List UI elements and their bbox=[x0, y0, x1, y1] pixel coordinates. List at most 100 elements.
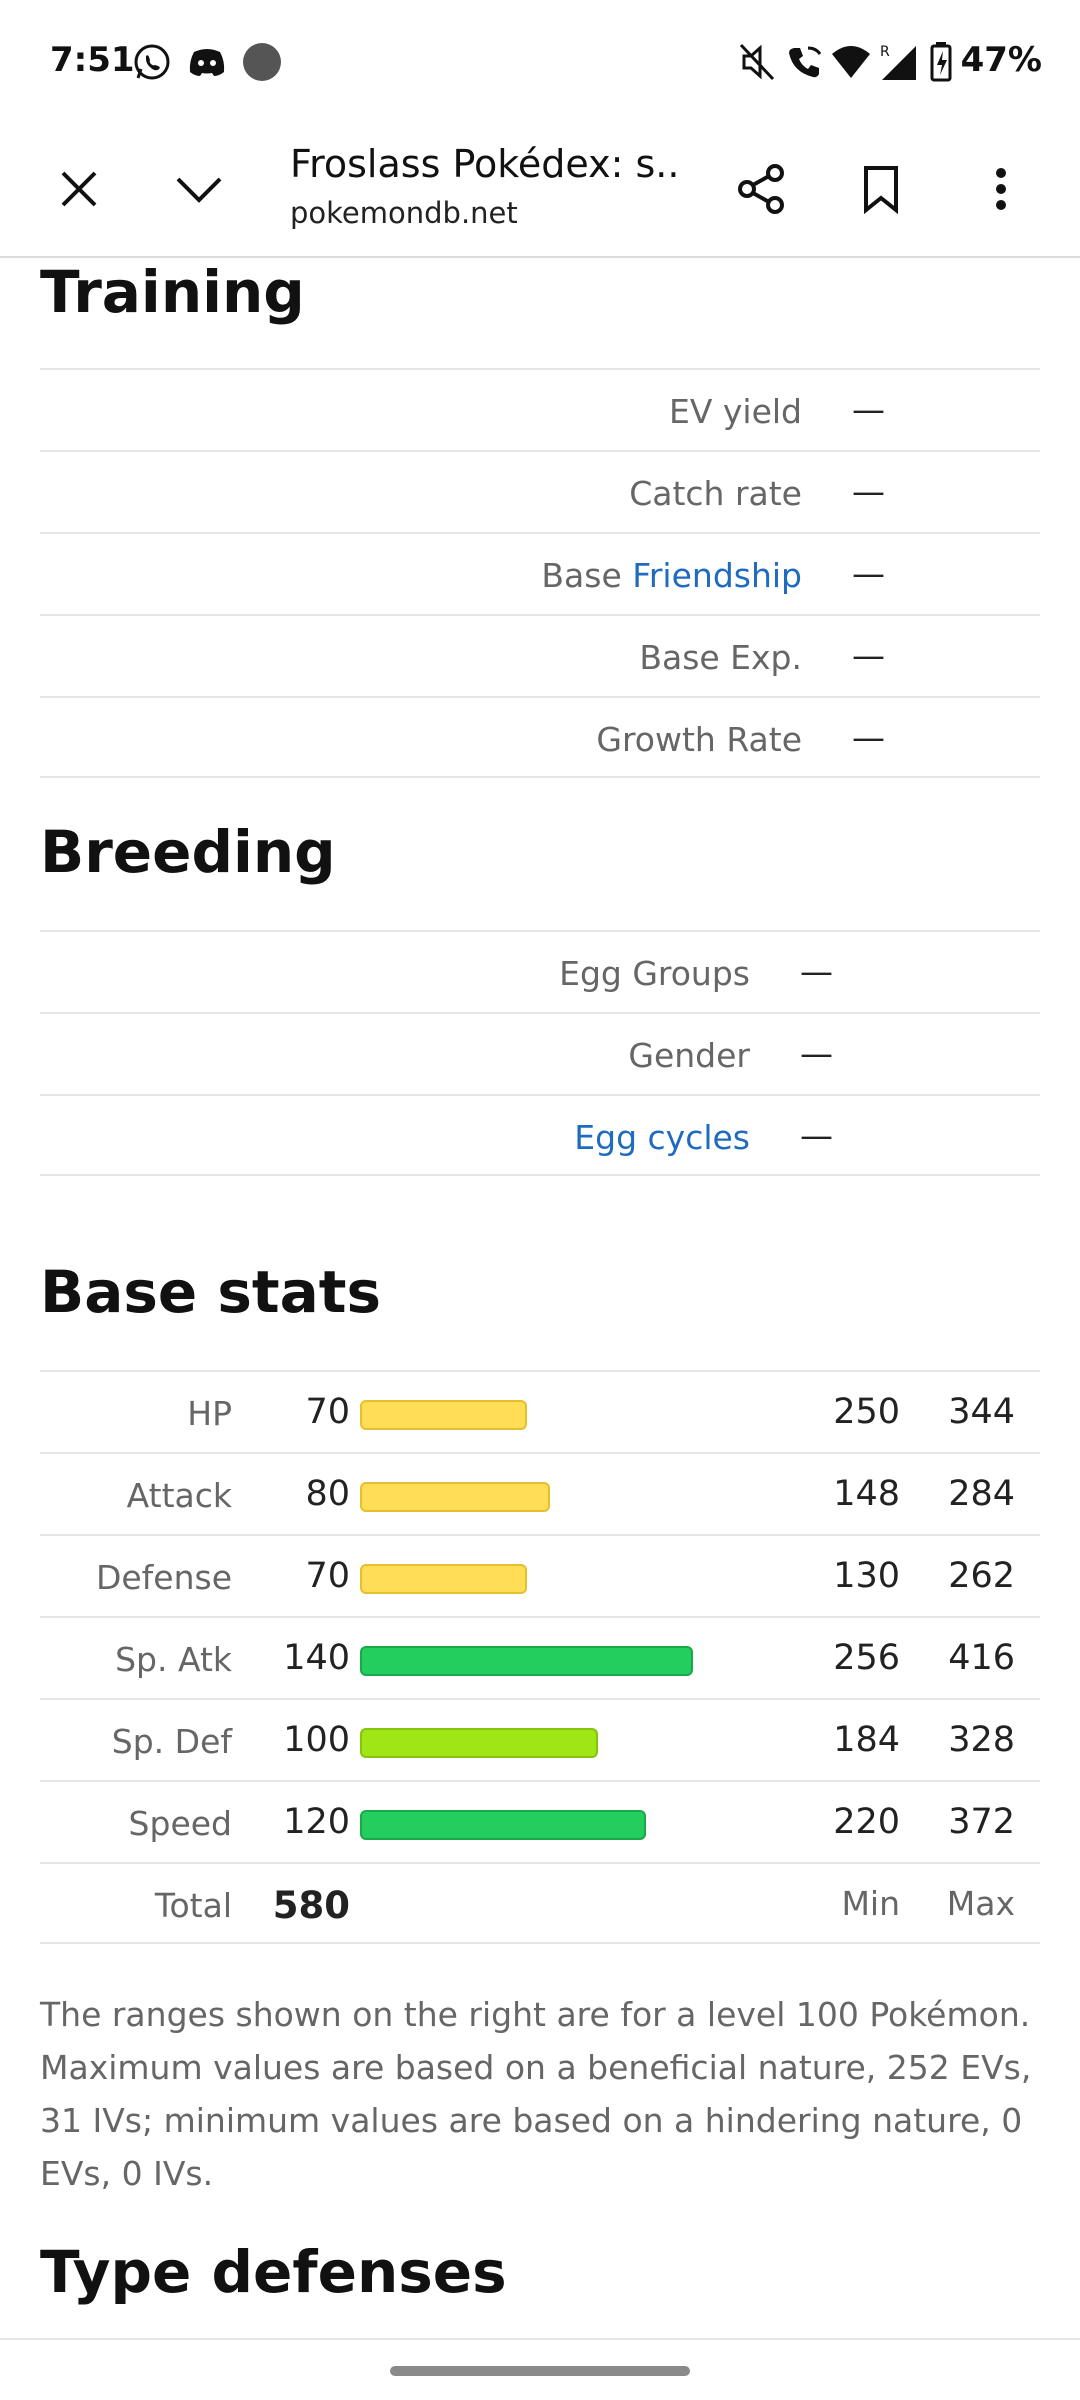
friendship-link[interactable]: Friendship bbox=[632, 556, 802, 595]
dot-icon bbox=[243, 43, 281, 81]
stat-min: 184 bbox=[833, 1720, 900, 1760]
share-icon bbox=[738, 164, 784, 214]
stat-row-sp-def: Sp. Def 100 184 328 bbox=[40, 1698, 1040, 1780]
table-row: Gender — bbox=[40, 1012, 1040, 1094]
bookmark-icon bbox=[864, 166, 898, 214]
ev-yield-value: — bbox=[852, 390, 885, 429]
base-exp-value: — bbox=[852, 636, 885, 675]
type-defenses-heading: Type defenses bbox=[40, 2238, 507, 2306]
catch-rate-value: — bbox=[852, 472, 885, 511]
table-row: Growth Rate — bbox=[40, 696, 1040, 778]
total-value: 580 bbox=[272, 1884, 350, 1927]
table-row: EV yield — bbox=[40, 368, 1040, 450]
egg-groups-label: Egg Groups bbox=[559, 954, 750, 993]
stat-name: HP bbox=[187, 1394, 232, 1433]
egg-cycles-link[interactable]: Egg cycles bbox=[574, 1118, 750, 1157]
status-time: 7:51 bbox=[50, 40, 135, 80]
stat-name: Sp. Def bbox=[111, 1722, 232, 1761]
close-icon bbox=[61, 171, 97, 207]
svg-text:R: R bbox=[880, 44, 890, 60]
gender-label: Gender bbox=[628, 1036, 750, 1075]
stat-min: 148 bbox=[833, 1474, 900, 1514]
signal-icon: R bbox=[880, 44, 916, 80]
stat-name: Speed bbox=[128, 1804, 232, 1843]
stat-max: 262 bbox=[948, 1556, 1015, 1596]
divider bbox=[0, 2338, 1080, 2340]
catch-rate-label: Catch rate bbox=[629, 474, 802, 513]
stat-row-hp: HP 70 250 344 bbox=[40, 1370, 1040, 1452]
stat-value: 70 bbox=[305, 1392, 350, 1432]
stat-min: 220 bbox=[833, 1802, 900, 1842]
table-row: Base Exp. — bbox=[40, 614, 1040, 696]
chevron-down-icon bbox=[176, 177, 222, 203]
stat-value: 140 bbox=[283, 1638, 350, 1678]
stat-min: 130 bbox=[833, 1556, 900, 1596]
base-stats-heading: Base stats bbox=[40, 1258, 382, 1326]
stat-bar bbox=[360, 1482, 550, 1512]
wifi-call-icon bbox=[789, 46, 822, 78]
browser-toolbar: Froslass Pokédex: s... pokemondb.net bbox=[0, 120, 1080, 258]
stat-value: 100 bbox=[283, 1720, 350, 1760]
table-row: Egg cycles — bbox=[40, 1094, 1040, 1176]
table-row: Catch rate — bbox=[40, 450, 1040, 532]
ev-yield-label: EV yield bbox=[668, 392, 802, 431]
gender-value: — bbox=[800, 1034, 833, 1073]
breeding-heading: Breeding bbox=[40, 818, 336, 886]
battery-percent: 47% bbox=[960, 40, 1042, 80]
stat-name: Sp. Atk bbox=[115, 1640, 232, 1679]
growth-rate-label: Growth Rate bbox=[596, 720, 802, 759]
egg-cycles-value: — bbox=[800, 1116, 833, 1155]
close-button[interactable] bbox=[44, 154, 114, 224]
training-table: EV yield — Catch rate — Base Friendship … bbox=[40, 368, 1040, 778]
stat-row-speed: Speed 120 220 372 bbox=[40, 1780, 1040, 1862]
stat-bar bbox=[360, 1400, 527, 1430]
growth-rate-value: — bbox=[852, 718, 885, 757]
stat-value: 120 bbox=[283, 1802, 350, 1842]
more-menu-button[interactable] bbox=[966, 154, 1036, 224]
base-friendship-prefix: Base bbox=[541, 556, 622, 595]
battery-icon bbox=[930, 42, 952, 82]
page-url[interactable]: pokemondb.net bbox=[290, 196, 518, 230]
stat-value: 80 bbox=[305, 1474, 350, 1514]
stat-bar bbox=[360, 1728, 598, 1758]
total-label: Total bbox=[154, 1886, 232, 1925]
stat-max: 372 bbox=[948, 1802, 1015, 1842]
home-gesture-bar[interactable] bbox=[390, 2366, 690, 2376]
status-bar: 7:51 R 47% bbox=[0, 0, 1080, 120]
more-vertical-icon bbox=[996, 168, 1006, 210]
base-stats-table: HP 70 250 344 Attack 80 148 284 Defense … bbox=[40, 1370, 1040, 1944]
table-row: Egg Groups — bbox=[40, 930, 1040, 1012]
base-friendship-value: — bbox=[852, 554, 885, 593]
breeding-table: Egg Groups — Gender — Egg cycles — bbox=[40, 930, 1040, 1176]
stat-name: Attack bbox=[126, 1476, 232, 1515]
stat-bar bbox=[360, 1810, 646, 1840]
min-column-label: Min bbox=[841, 1884, 900, 1923]
bookmark-button[interactable] bbox=[846, 154, 916, 224]
mute-icon bbox=[739, 43, 775, 81]
stat-min: 250 bbox=[833, 1392, 900, 1432]
stat-max: 416 bbox=[948, 1638, 1015, 1678]
stat-row-sp-atk: Sp. Atk 140 256 416 bbox=[40, 1616, 1040, 1698]
stat-row-defense: Defense 70 130 262 bbox=[40, 1534, 1040, 1616]
wifi-icon bbox=[832, 46, 870, 78]
share-button[interactable] bbox=[726, 154, 796, 224]
collapse-button[interactable] bbox=[164, 154, 234, 224]
whatsapp-icon bbox=[134, 44, 170, 80]
training-heading: Training bbox=[40, 258, 305, 326]
base-friendship-label: Base Friendship bbox=[541, 556, 802, 595]
stat-min: 256 bbox=[833, 1638, 900, 1678]
stat-max: 284 bbox=[948, 1474, 1015, 1514]
stat-value: 70 bbox=[305, 1556, 350, 1596]
stat-bar bbox=[360, 1646, 693, 1676]
egg-groups-value: — bbox=[800, 952, 833, 991]
max-column-label: Max bbox=[946, 1884, 1015, 1923]
discord-icon bbox=[189, 49, 225, 76]
page-title[interactable]: Froslass Pokédex: s... bbox=[290, 142, 680, 186]
stat-row-total: Total 580 Min Max bbox=[40, 1862, 1040, 1944]
stat-row-attack: Attack 80 148 284 bbox=[40, 1452, 1040, 1534]
stat-max: 328 bbox=[948, 1720, 1015, 1760]
stats-range-note: The ranges shown on the right are for a … bbox=[40, 1995, 1032, 2193]
stat-name: Defense bbox=[95, 1558, 232, 1597]
stat-bar bbox=[360, 1564, 527, 1594]
table-row: Base Friendship — bbox=[40, 532, 1040, 614]
